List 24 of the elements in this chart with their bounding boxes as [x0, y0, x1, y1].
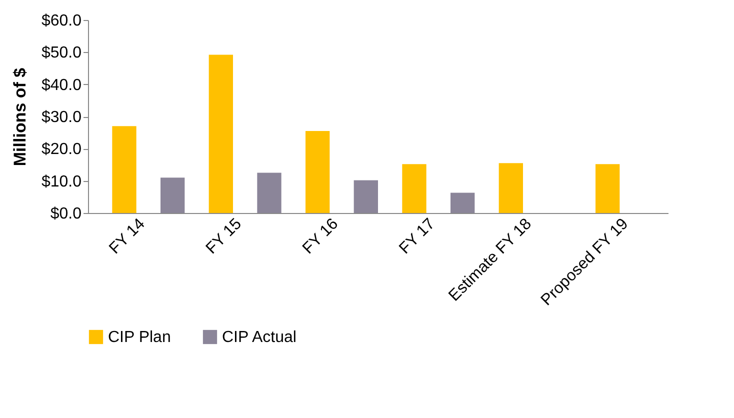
bar [257, 172, 282, 213]
legend-label: CIP Actual [222, 329, 296, 346]
y-tick-label: $0.0 [50, 206, 82, 222]
bar [596, 164, 620, 213]
y-axis-title: Millions of $ [10, 67, 30, 166]
y-tick-label: $60.0 [41, 12, 82, 30]
y-tick-label: $30.0 [41, 109, 82, 126]
y-tick-label: $10.0 [41, 173, 82, 190]
bar [402, 164, 426, 213]
y-tick-label: $20.0 [41, 141, 82, 158]
y-tick-label: $50.0 [41, 44, 82, 62]
x-tick-label: FY 15 [203, 215, 246, 258]
bar [498, 163, 523, 213]
bar [306, 130, 330, 213]
x-tick-label: FY 17 [396, 215, 438, 258]
legend-label: CIP Plan [108, 329, 171, 346]
bar [112, 126, 136, 213]
bar [354, 180, 378, 213]
bar [450, 192, 475, 213]
x-tick-label: FY 14 [106, 215, 148, 258]
bar [208, 54, 233, 213]
x-tick-label: FY 16 [300, 215, 342, 258]
y-tick-label: $40.0 [41, 76, 82, 94]
bar [160, 178, 185, 213]
